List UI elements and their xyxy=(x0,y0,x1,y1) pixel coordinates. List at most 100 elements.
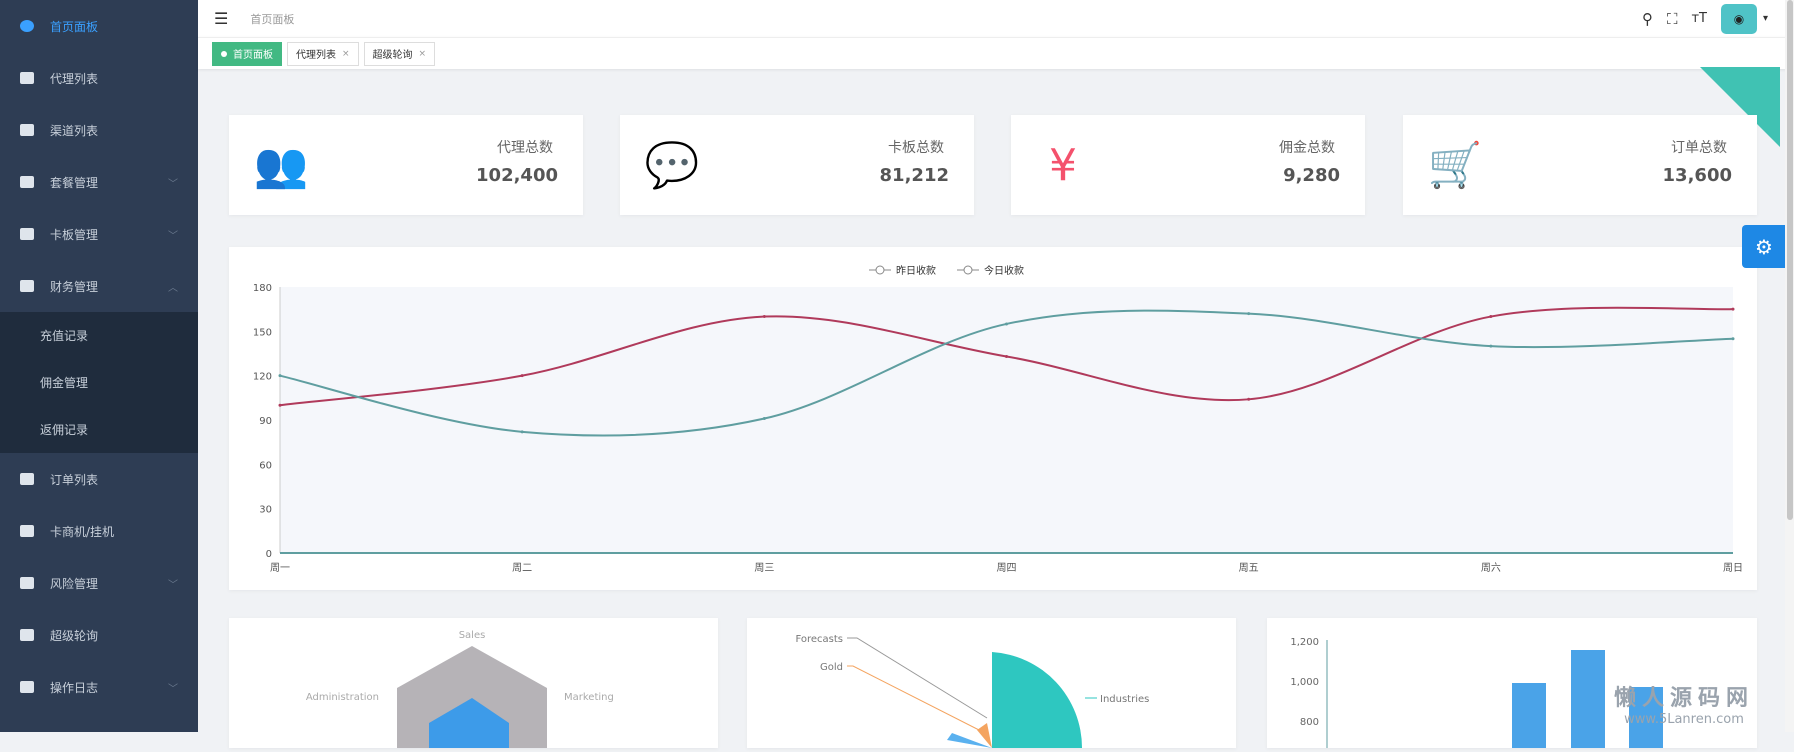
close-icon[interactable]: × xyxy=(418,48,427,59)
sidebar-item-label: 操作日志 xyxy=(50,680,99,695)
chevron-down-icon: ﹀ xyxy=(168,178,178,190)
tab-label: 代理列表 xyxy=(296,50,336,61)
data-point xyxy=(1005,354,1008,358)
pie-label: Industries xyxy=(1100,694,1149,705)
sidebar-item[interactable]: 财务管理 ︿ xyxy=(0,260,198,312)
font-size-icon[interactable]: тT xyxy=(1691,11,1707,26)
close-icon[interactable]: × xyxy=(342,48,350,59)
y-tick-label: 120 xyxy=(253,372,272,383)
watermark-url: www.5Lanren.com xyxy=(1624,712,1744,727)
submenu-item[interactable]: 佣金管理 xyxy=(0,359,198,406)
sidebar-item-label: 代理列表 xyxy=(50,71,99,86)
menu-icon xyxy=(20,629,34,641)
submenu-item[interactable]: 返佣记录 xyxy=(0,406,198,453)
y-tick-label: 150 xyxy=(253,327,272,338)
x-tick-label: 周三 xyxy=(754,562,774,574)
stat-label: 佣金总数 xyxy=(1279,140,1335,156)
data-point xyxy=(1247,312,1251,316)
y-tick: 1,200 xyxy=(1290,637,1319,648)
finance-submenu: 充值记录佣金管理返佣记录 xyxy=(0,312,198,453)
sidebar-item-label: 卡商机/挂机 xyxy=(50,524,115,539)
sidebar-item[interactable]: 首页面板 xyxy=(0,0,198,52)
sidebar-item[interactable]: 卡板管理 ﹀ xyxy=(0,208,198,260)
sidebar-item[interactable]: 超级轮询 xyxy=(0,609,198,661)
submenu-item-label: 佣金管理 xyxy=(40,376,89,390)
sidebar-item[interactable]: 卡商机/挂机 xyxy=(0,505,198,557)
sidebar-item[interactable]: 代理列表 xyxy=(0,52,198,104)
y-tick-label: 0 xyxy=(266,549,272,560)
breadcrumb[interactable]: 首页面板 xyxy=(250,12,295,26)
data-point xyxy=(762,417,766,421)
y-tick-label: 60 xyxy=(259,460,272,471)
avatar[interactable]: ◉ xyxy=(1720,3,1757,34)
legend-marker xyxy=(963,265,973,275)
y-tick-label: 90 xyxy=(259,416,272,427)
data-point xyxy=(520,374,524,378)
yen-icon: ¥ xyxy=(1049,139,1077,191)
legend-label: 今日收款 xyxy=(984,264,1024,277)
tab-label: 首页面板 xyxy=(233,50,273,61)
chevron-down-icon: ﹀ xyxy=(168,230,178,242)
menu-icon xyxy=(20,20,34,32)
menu-icon xyxy=(20,124,34,136)
data-point xyxy=(1489,315,1493,319)
x-tick-label: 周六 xyxy=(1481,562,1501,574)
pie-label: Gold xyxy=(820,662,843,673)
tab-dashboard[interactable]: 首页面板 xyxy=(212,41,282,66)
x-tick-label: 周五 xyxy=(1239,562,1259,574)
submenu-item[interactable]: 充值记录 xyxy=(0,312,198,359)
tab-label: 超级轮询 xyxy=(372,50,413,61)
search-icon[interactable]: ⚲ xyxy=(1641,9,1653,28)
data-point xyxy=(1247,397,1251,401)
stat-value: 81,212 xyxy=(879,165,949,186)
y-tick: 800 xyxy=(1300,717,1319,728)
x-tick-label: 周四 xyxy=(997,562,1017,574)
settings-button[interactable]: ⚙ xyxy=(1742,225,1786,268)
scrollbar[interactable] xyxy=(1785,0,1794,732)
chevron-down-icon: ﹀ xyxy=(168,579,178,591)
sidebar: 首页面板代理列表渠道列表套餐管理 ﹀ 卡板管理 ﹀ 财务管理 ︿ 充值记录佣金管理返佣记录… xyxy=(0,0,198,732)
data-point xyxy=(1489,344,1493,348)
watermark: 懒人源码网 www.5Lanren.com xyxy=(1614,680,1754,727)
sidebar-item[interactable]: 订单列表 xyxy=(0,453,198,505)
sidebar-item-label: 卡板管理 xyxy=(50,227,99,242)
tab-super-poll[interactable]: 超级轮询 × xyxy=(363,41,436,66)
stat-card[interactable]: 💬 卡板总数 81,212 xyxy=(620,115,974,215)
sidebar-item[interactable]: 渠道列表 xyxy=(0,104,198,156)
stat-value: 13,600 xyxy=(1662,165,1732,186)
sidebar-item[interactable]: 套餐管理 ﹀ xyxy=(0,156,198,208)
sidebar-item[interactable]: 风险管理 ﹀ xyxy=(0,557,198,609)
scrollbar-thumb[interactable] xyxy=(1787,0,1793,520)
menu-icon xyxy=(20,681,34,693)
cart-icon: 🛒 xyxy=(1427,140,1483,191)
sidebar-item-label: 渠道列表 xyxy=(50,123,99,138)
sidebar-item-label: 超级轮询 xyxy=(50,628,99,643)
pie-slice-industries xyxy=(992,652,1083,748)
stat-label: 代理总数 xyxy=(497,140,553,156)
x-tick-label: 周一 xyxy=(270,562,290,574)
pie-chart: Forecasts Gold Industries xyxy=(795,634,1149,748)
data-point xyxy=(278,403,282,407)
bar xyxy=(1512,683,1546,748)
users-icon: 👥 xyxy=(253,140,309,191)
data-point xyxy=(1731,307,1735,311)
sidebar-item[interactable]: 操作日志 ﹀ xyxy=(0,661,198,713)
pie-chart-card: Forecasts Gold Industries xyxy=(747,618,1236,748)
plot-area xyxy=(280,287,1733,553)
stat-value: 9,280 xyxy=(1283,165,1340,186)
data-point xyxy=(520,430,524,434)
stat-card[interactable]: 👥 代理总数 102,400 xyxy=(229,115,583,215)
bar-chart-card: 1,200 1,000 800 xyxy=(1267,618,1757,748)
stat-card[interactable]: ¥ 佣金总数 9,280 xyxy=(1011,115,1365,215)
legend-marker xyxy=(875,265,885,275)
x-tick-label: 周日 xyxy=(1723,562,1743,574)
fullscreen-icon[interactable]: ⛶ xyxy=(1666,9,1678,28)
y-tick-label: 30 xyxy=(259,505,272,516)
menu-toggle-icon[interactable]: ☰ xyxy=(214,9,229,28)
stat-card[interactable]: 🛒 订单总数 13,600 xyxy=(1403,115,1757,215)
caret-down-icon[interactable]: ▾ xyxy=(1762,13,1768,24)
tabs-bar: 首页面板 代理列表 × 超级轮询 × xyxy=(198,37,1794,69)
tab-agent-list[interactable]: 代理列表 × xyxy=(287,41,359,66)
header: ☰ 首页面板 ⚲ ⛶ тT ◉ ▾ xyxy=(198,0,1794,37)
line-chart-card: 0 30 60 90 120 150 180 周一 周二 周三 周四 周五 周六 周日 昨日收款 今日收款 xyxy=(229,247,1757,590)
